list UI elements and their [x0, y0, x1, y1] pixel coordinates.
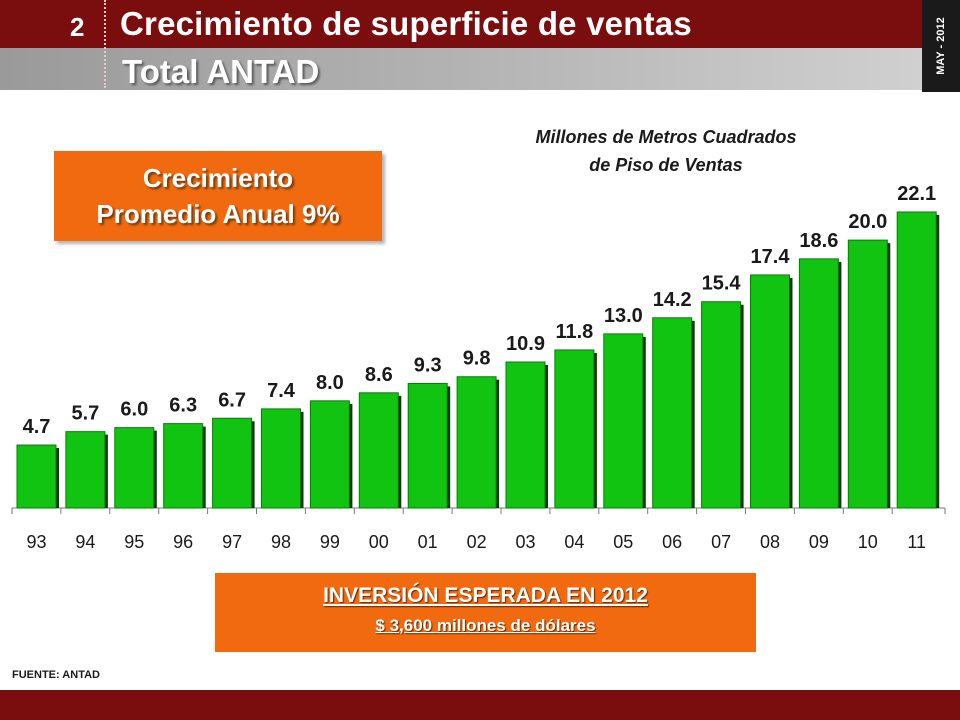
growth-callout-line1: Crecimiento — [142, 163, 294, 193]
x-tick-label: 02 — [467, 532, 487, 552]
growth-callout: Crecimiento Promedio Anual 9% — [54, 151, 382, 241]
data-label: 6.3 — [169, 395, 197, 417]
page-subtitle: Total ANTAD — [122, 53, 320, 90]
x-tick-label: 03 — [515, 532, 535, 552]
x-tick-label: 09 — [809, 532, 829, 552]
x-tick-label: 95 — [124, 532, 144, 552]
data-label: 7.4 — [267, 380, 296, 402]
bar — [456, 376, 497, 509]
x-tick-label: 04 — [564, 532, 584, 552]
x-tick-label: 00 — [369, 532, 389, 552]
x-tick-label: 08 — [760, 532, 780, 552]
investment-title: INVERSIÓN ESPERADA EN 2012 — [323, 584, 648, 607]
data-label: 18.6 — [799, 230, 838, 252]
data-label: 6.0 — [120, 399, 148, 421]
chart-unit-label: Millones de Metros Cuadrados de Piso de … — [466, 123, 866, 179]
bar — [16, 444, 57, 509]
x-tick-label: 96 — [173, 532, 193, 552]
bar — [896, 211, 937, 509]
x-tick-label: 07 — [711, 532, 731, 552]
x-tick-label: 97 — [222, 532, 242, 552]
bar — [701, 301, 742, 509]
header-divider — [104, 0, 106, 88]
data-label: 15.4 — [702, 273, 742, 295]
bar — [652, 317, 693, 509]
bar — [505, 361, 546, 509]
x-tick-label: 93 — [26, 532, 46, 552]
bar — [847, 239, 888, 509]
data-label: 9.8 — [463, 348, 491, 370]
bar — [798, 258, 839, 509]
x-tick-label: 11 — [907, 532, 926, 552]
bar — [309, 400, 350, 509]
growth-callout-line2: Promedio Anual 9% — [96, 199, 340, 229]
bar — [554, 349, 595, 509]
source-note: FUENTE: ANTAD — [12, 669, 100, 681]
x-tick-label: 05 — [613, 532, 633, 552]
x-tick-label: 06 — [662, 532, 682, 552]
bar — [603, 333, 644, 509]
x-tick-label: 01 — [418, 532, 438, 552]
bar — [163, 423, 204, 509]
investment-amount: $ 3,600 millones de dólares — [375, 616, 596, 635]
data-label: 17.4 — [751, 246, 791, 268]
data-label: 5.7 — [71, 403, 99, 425]
date-tab — [922, 0, 960, 92]
footer-bar — [0, 690, 960, 720]
data-label: 9.3 — [414, 354, 442, 376]
bar — [261, 408, 301, 509]
data-label: 22.1 — [897, 183, 936, 205]
x-tick-label: 94 — [75, 532, 95, 552]
x-tick-label: 98 — [271, 532, 291, 552]
slide-number: 2 — [70, 12, 85, 42]
bar — [750, 274, 790, 509]
bar — [358, 392, 399, 509]
data-label: 4.7 — [23, 416, 51, 438]
data-label: 10.9 — [506, 333, 545, 355]
data-label: 13.0 — [604, 305, 643, 327]
data-label: 8.6 — [365, 364, 393, 386]
bar — [407, 382, 448, 509]
chart-unit-label-line2: de Piso de Ventas — [589, 155, 743, 175]
data-label: 11.8 — [555, 321, 593, 343]
data-label: 8.0 — [316, 372, 344, 394]
investment-callout: INVERSIÓN ESPERADA EN 2012 $ 3,600 millo… — [215, 573, 756, 652]
data-label: 14.2 — [653, 289, 692, 311]
subtitle-bar — [0, 48, 922, 90]
data-label: 6.7 — [218, 389, 246, 411]
bar — [212, 417, 253, 509]
header-bar — [0, 0, 922, 48]
bar — [65, 431, 106, 509]
data-label: 20.0 — [848, 211, 887, 233]
bar — [114, 427, 155, 509]
x-tick-label: 99 — [320, 532, 340, 552]
page-title: Crecimiento de superficie de ventas — [120, 5, 692, 42]
x-tick-label: 10 — [858, 532, 878, 552]
chart-unit-label-line1: Millones de Metros Cuadrados — [535, 127, 797, 147]
